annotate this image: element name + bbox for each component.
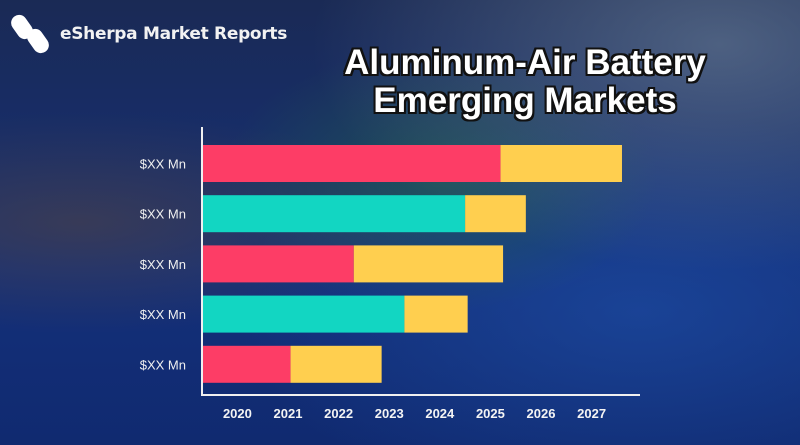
bar-segment-base	[202, 295, 405, 333]
x-tick-label: 2023	[375, 406, 404, 421]
bar-segment-base	[202, 245, 354, 283]
brand-logo: eSherpa Market Reports	[10, 12, 287, 56]
bar-segment-extension	[353, 245, 504, 283]
x-tick-label: 2027	[577, 406, 606, 421]
bar-segment-base	[202, 195, 466, 233]
bar-segment-extension	[404, 295, 468, 333]
bar-segment-extension	[465, 195, 526, 233]
y-tick-label: $XX Mn	[140, 157, 186, 172]
y-tick-label: $XX Mn	[140, 357, 186, 372]
bar-segment-extension	[290, 345, 382, 383]
y-tick-label: $XX Mn	[140, 207, 186, 222]
bar-segment-base	[202, 345, 291, 383]
x-tick-label: 2026	[527, 406, 556, 421]
title-line-1: Aluminum-Air Battery	[344, 43, 706, 82]
bar-segment-base	[202, 145, 501, 182]
x-tick-label: 2024	[425, 406, 455, 421]
x-tick-label: 2020	[223, 406, 252, 421]
brand-name: eSherpa Market Reports	[60, 24, 288, 44]
title-line-2: Emerging Markets	[373, 81, 677, 120]
y-tick-label: $XX Mn	[140, 257, 186, 272]
x-tick-label: 2021	[274, 406, 303, 421]
x-tick-label: 2025	[476, 406, 505, 421]
y-tick-label: $XX Mn	[140, 307, 186, 322]
esherpa-logo-icon	[11, 14, 49, 54]
x-tick-label: 2022	[324, 406, 353, 421]
page-title: Aluminum-Air Battery Emerging Markets	[300, 44, 750, 120]
bar-segment-extension	[500, 145, 622, 182]
